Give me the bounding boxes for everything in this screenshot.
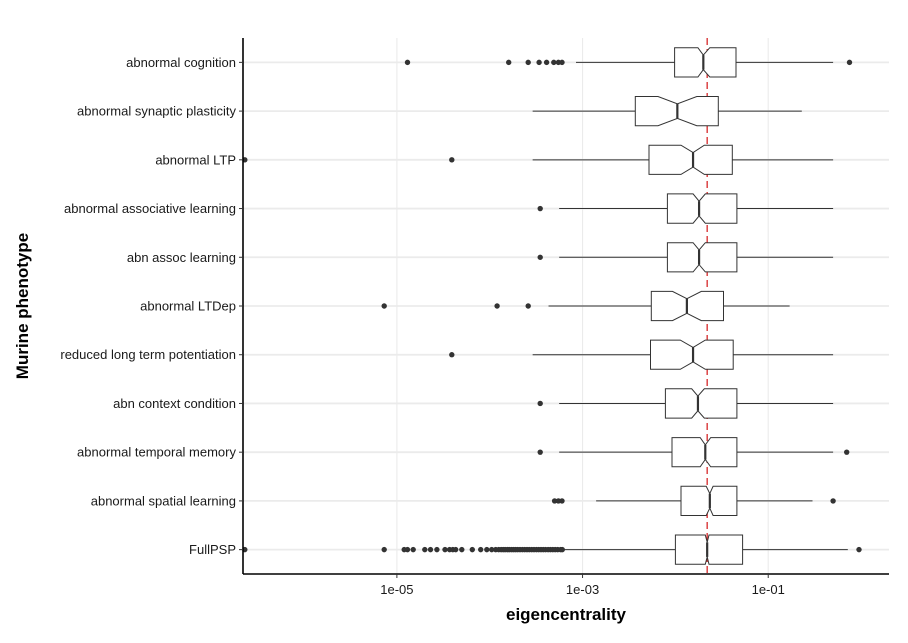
box-0: [674, 47, 737, 78]
y-tick-label-10: FullPSP: [189, 542, 236, 557]
box-group-3: [537, 193, 834, 224]
outlier-5-2: [525, 303, 531, 309]
x-axis-title: eigencentrality: [506, 605, 627, 624]
outlier-10-47: [856, 546, 862, 553]
y-tick-label-3: abnormal associative learning: [64, 201, 236, 216]
x-tick-label-0: 1e-05: [380, 582, 413, 597]
box-group-7: [537, 388, 834, 419]
box-group-10: [242, 534, 862, 565]
box-group-6: [449, 339, 834, 370]
boxes-layer: [242, 47, 862, 565]
outlier-10-3: [404, 546, 411, 553]
outlier-0-1: [506, 59, 512, 66]
outlier-10-8: [442, 546, 448, 553]
y-tick-label-7: abn context condition: [113, 396, 236, 411]
outlier-10-46: [559, 546, 565, 553]
outlier-5-1: [494, 303, 500, 309]
box-7: [664, 388, 738, 419]
y-tick-label-8: abnormal temporal memory: [77, 445, 236, 460]
x-tick-label-1: 1e-03: [566, 582, 599, 597]
outlier-10-11: [453, 546, 459, 553]
outlier-7-0: [537, 400, 543, 407]
outlier-10-16: [489, 546, 495, 553]
box-group-0: [404, 47, 853, 78]
box-6: [650, 339, 734, 370]
outlier-3-0: [537, 205, 543, 212]
box-group-1: [532, 96, 802, 127]
box-group-5: [381, 290, 790, 322]
axes-layer: 1e-05 1e-03 1e-01 abnormal cognition abnorma…: [60, 38, 889, 597]
outlier-9-2: [559, 498, 565, 504]
outlier-0-0: [404, 59, 411, 66]
y-tick-label-9: abnormal spatial learning: [91, 493, 236, 508]
outlier-9-0: [551, 498, 558, 504]
outlier-0-3: [536, 59, 542, 66]
outlier-10-15: [484, 546, 490, 553]
outlier-10-4: [410, 546, 416, 553]
outlier-0-5: [551, 59, 557, 66]
box-4: [666, 242, 738, 273]
outlier-8-0: [537, 449, 543, 455]
outlier-0-2: [525, 59, 531, 66]
box-3: [666, 193, 738, 224]
outlier-8-1: [844, 449, 850, 455]
outlier-6-0: [449, 352, 455, 358]
outlier-5-0: [381, 303, 387, 309]
outlier-0-7: [559, 59, 565, 66]
x-tick-label-2: 1e-01: [752, 582, 785, 597]
outlier-10-7: [434, 546, 440, 553]
y-tick-label-6: reduced long term potentiation: [60, 347, 236, 362]
y-tick-label-1: abnormal synaptic plasticity: [77, 104, 236, 119]
box-group-8: [537, 437, 850, 468]
outlier-10-14: [478, 546, 484, 553]
outlier-9-3: [830, 498, 836, 504]
outlier-0-4: [543, 59, 550, 66]
y-axis-title: Murine phenotype: [13, 233, 32, 379]
outlier-10-6: [427, 546, 434, 553]
y-tick-label-4: abn assoc learning: [127, 250, 236, 265]
outlier-10-13: [469, 546, 475, 553]
box-group-4: [537, 242, 834, 273]
outlier-10-1: [381, 546, 387, 553]
outlier-10-12: [459, 546, 465, 553]
y-tick-label-5: abnormal LTDep: [140, 299, 236, 314]
outlier-2-1: [449, 157, 455, 163]
y-tick-label-0: abnormal cognition: [126, 55, 236, 70]
box-group-2: [242, 144, 834, 175]
outlier-4-0: [537, 254, 543, 260]
box-group-9: [551, 485, 836, 516]
box-2: [648, 144, 733, 175]
outlier-0-8: [846, 59, 853, 66]
y-tick-label-2: abnormal LTP: [155, 152, 236, 167]
outlier-10-5: [422, 546, 428, 553]
box-10: [674, 534, 744, 565]
